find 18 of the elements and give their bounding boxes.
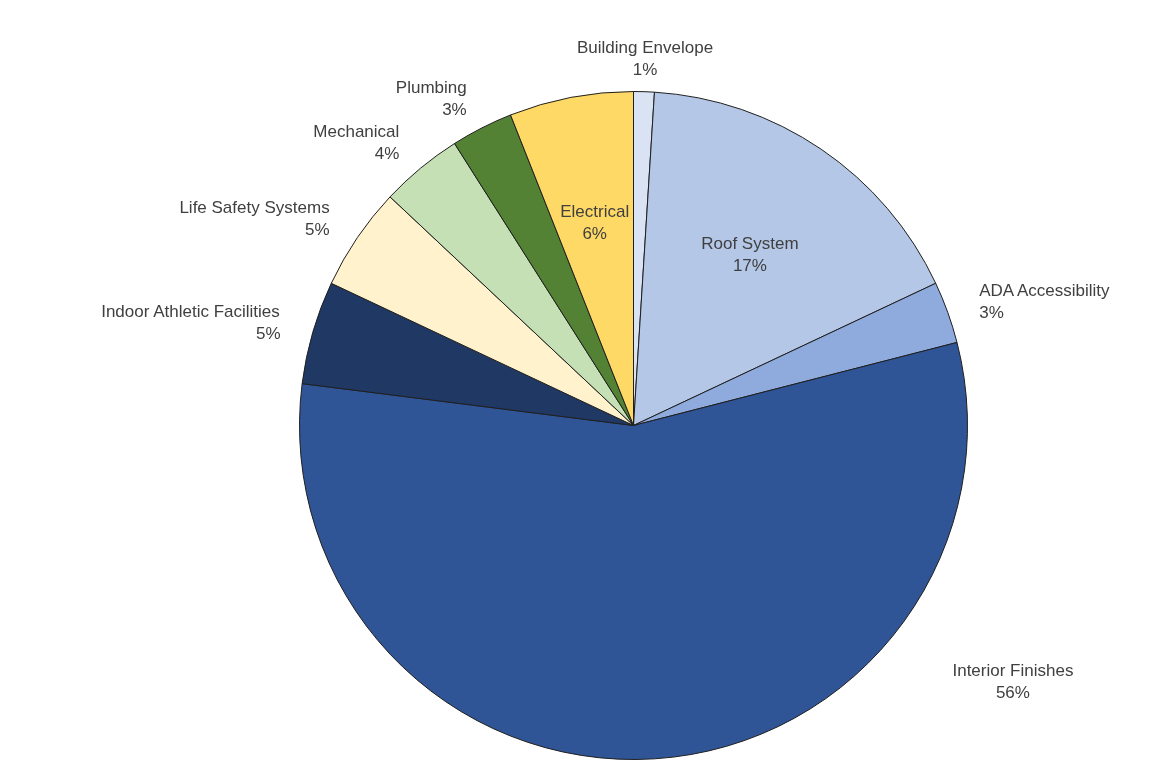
- slice-label: Building Envelope: [576, 37, 714, 57]
- slice-label: Roof System: [701, 233, 799, 253]
- data-label: 6%: [582, 223, 607, 243]
- slice-label: Interior Finishes: [952, 660, 1074, 680]
- data-label: 4%: [374, 143, 400, 163]
- slice-label: Mechanical: [313, 121, 400, 141]
- data-label: 56%: [995, 682, 1030, 702]
- slice-label: ADA Accessibility: [979, 280, 1111, 300]
- data-label: 1%: [632, 59, 658, 79]
- slice-label: Electrical: [560, 201, 630, 221]
- slice-label: Indoor Athletic Facilities: [101, 302, 280, 322]
- data-label: 5%: [305, 220, 330, 240]
- data-label: 3%: [442, 99, 467, 119]
- slice-label: Life Safety Systems: [179, 198, 330, 218]
- slice-label: Plumbing: [395, 77, 467, 97]
- data-label: 17%: [732, 255, 767, 275]
- data-label: 5%: [256, 324, 281, 344]
- data-label: 3%: [979, 302, 1004, 322]
